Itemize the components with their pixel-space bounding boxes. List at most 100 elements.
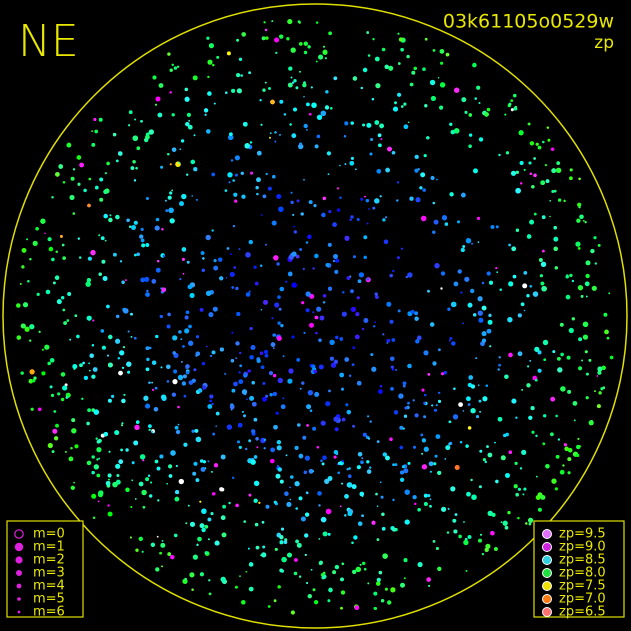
star xyxy=(363,235,368,240)
star xyxy=(212,492,216,496)
star xyxy=(111,394,115,398)
star xyxy=(285,454,288,457)
star xyxy=(361,327,365,331)
star xyxy=(166,324,171,329)
star xyxy=(155,96,161,102)
star xyxy=(296,358,301,362)
star xyxy=(444,222,449,226)
star xyxy=(603,312,608,317)
star xyxy=(303,470,307,474)
star xyxy=(404,406,408,410)
star xyxy=(504,525,509,530)
star xyxy=(430,96,436,101)
star xyxy=(578,177,581,181)
star xyxy=(211,350,216,355)
star xyxy=(303,123,308,129)
star xyxy=(101,345,106,350)
star xyxy=(265,172,268,176)
star xyxy=(230,408,233,411)
star xyxy=(179,201,184,207)
star xyxy=(298,21,301,24)
star xyxy=(510,99,514,102)
star xyxy=(328,31,332,36)
star xyxy=(332,259,336,263)
star xyxy=(321,212,326,218)
star xyxy=(240,171,244,175)
star xyxy=(237,440,240,444)
star xyxy=(381,512,385,516)
star xyxy=(41,348,45,351)
star xyxy=(93,117,97,122)
star xyxy=(283,113,287,116)
star xyxy=(457,269,462,274)
star xyxy=(360,460,364,464)
star xyxy=(185,310,190,314)
star xyxy=(70,447,73,450)
star xyxy=(265,36,269,40)
star xyxy=(162,254,165,258)
star xyxy=(288,368,294,374)
star xyxy=(378,389,383,394)
star xyxy=(232,225,236,228)
star xyxy=(373,607,376,610)
star xyxy=(134,253,137,257)
star xyxy=(220,576,226,583)
star xyxy=(557,198,562,202)
star xyxy=(125,448,129,452)
star xyxy=(293,230,297,234)
star xyxy=(381,599,385,603)
star xyxy=(320,459,323,463)
star xyxy=(381,47,386,52)
star xyxy=(95,437,98,440)
star xyxy=(91,130,93,132)
magnitude-swatch xyxy=(17,597,21,601)
star xyxy=(45,289,51,295)
star xyxy=(349,161,355,166)
star xyxy=(467,535,472,539)
star xyxy=(543,358,546,362)
star xyxy=(160,165,164,169)
star xyxy=(180,139,185,143)
star xyxy=(448,442,452,446)
star xyxy=(371,98,375,101)
star xyxy=(551,190,555,193)
star xyxy=(532,291,539,297)
star xyxy=(96,440,101,444)
star xyxy=(498,363,501,367)
star xyxy=(490,531,495,536)
star xyxy=(86,460,92,466)
star xyxy=(449,192,454,197)
star xyxy=(130,506,133,508)
star xyxy=(184,87,188,92)
star xyxy=(441,372,444,376)
star xyxy=(476,415,479,419)
star xyxy=(535,378,538,382)
star xyxy=(170,450,176,456)
star xyxy=(277,585,281,589)
star xyxy=(591,285,597,291)
star xyxy=(237,422,243,428)
star xyxy=(143,395,149,401)
star xyxy=(322,49,328,55)
star xyxy=(106,161,110,166)
star xyxy=(307,390,313,396)
star xyxy=(304,553,307,556)
zp-label: zp=8.5 xyxy=(559,553,606,568)
star xyxy=(451,301,457,308)
star xyxy=(274,37,280,43)
star xyxy=(256,446,259,449)
star xyxy=(379,195,382,198)
star xyxy=(533,157,536,160)
star xyxy=(271,20,274,22)
star xyxy=(423,502,428,506)
star xyxy=(281,527,284,531)
star xyxy=(322,531,328,537)
star xyxy=(116,314,120,319)
star xyxy=(93,409,100,415)
star xyxy=(287,19,293,25)
star xyxy=(529,141,535,146)
star xyxy=(166,380,170,383)
star xyxy=(270,99,275,105)
star xyxy=(148,346,152,350)
star xyxy=(305,291,311,297)
